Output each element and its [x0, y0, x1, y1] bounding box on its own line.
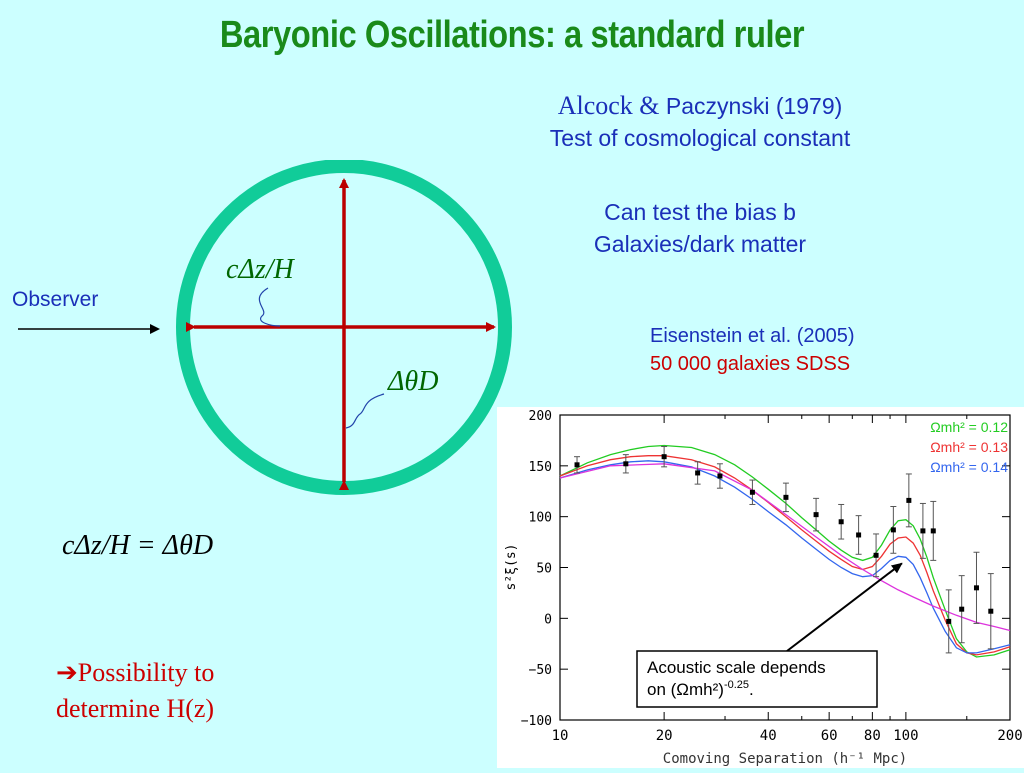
y-tick-label: 100: [529, 511, 552, 526]
conclusion-line1: Possibility to: [77, 658, 215, 687]
legend-entry: Ωmh² = 0.13: [930, 439, 1008, 455]
x-tick-label: 100: [893, 728, 918, 744]
y-tick-label: 0: [544, 612, 552, 627]
data-point: [959, 606, 965, 612]
x-tick-label: 20: [656, 728, 673, 744]
x-tick-label: 10: [552, 728, 569, 744]
data-point: [920, 528, 926, 534]
series-line: [559, 455, 1011, 656]
data-point: [695, 470, 701, 476]
x-axis-label: Comoving Separation (h⁻¹ Mpc): [663, 751, 907, 767]
y-tick-label: −100: [521, 714, 552, 729]
correlation-chart: 10 20 40 60 80 100 200 −100 −50 0 50 100 150 200 Ωmh²…: [504, 409, 1023, 767]
reference-eisenstein: Eisenstein et al. (2005) 50 000 galaxies…: [650, 322, 855, 378]
data-point: [946, 618, 952, 624]
y-tick-label: −50: [529, 663, 552, 678]
data-point: [749, 489, 755, 495]
x-tick-label: 200: [997, 728, 1022, 744]
series-line: [559, 463, 1011, 632]
data-point: [661, 454, 667, 460]
bias-note-line2: Galaxies/dark matter: [593, 231, 807, 257]
data-point: [973, 585, 979, 591]
data-point: [623, 461, 629, 467]
ref3-sample: 50 000 galaxies SDSS: [650, 353, 851, 375]
data-point: [988, 608, 994, 614]
data-point: [813, 512, 819, 518]
transverse-leader: [345, 393, 385, 429]
series-line: [559, 460, 1011, 654]
radial-leader: [258, 287, 281, 327]
page-title: Baryonic Oscillations: a standard ruler: [219, 14, 805, 56]
x-tick-label: 40: [760, 728, 777, 744]
annotation-arrow: [786, 562, 903, 652]
legend-entry: Ωmh² = 0.14: [930, 459, 1008, 475]
bias-note: Can test the bias b Galaxies/dark matter: [500, 196, 900, 260]
y-axis-label: s²ξ(s): [504, 544, 519, 591]
observer-label: Observer: [12, 288, 99, 311]
conclusion-line2: determine H(z): [56, 694, 215, 723]
data-point: [783, 494, 789, 500]
legend-entry: Ωmh² = 0.12: [930, 419, 1008, 435]
reference-alcock: Alcock & Paczynski (1979) Test of cosmol…: [500, 90, 900, 154]
x-tick-label: 80: [864, 728, 881, 744]
data-point: [856, 532, 862, 538]
correlation-chart-panel: 10 20 40 60 80 100 200 −100 −50 0 50 100 150 200 Ωmh²…: [497, 407, 1024, 768]
annotation-box: [636, 650, 878, 708]
conclusion: ➔Possibility to determine H(z): [56, 655, 214, 727]
data-point: [930, 528, 936, 534]
ref1-authors-a: Alcock &: [557, 91, 660, 120]
y-tick-label: 150: [529, 460, 552, 475]
series-line: [559, 444, 1011, 658]
y-tick-label: 200: [529, 409, 552, 424]
transverse-distance-label: ΔθD: [388, 366, 439, 397]
ref1-description: Test of cosmological constant: [549, 125, 851, 151]
data-point: [890, 527, 896, 533]
ruler-diagram: [18, 160, 512, 495]
ref1-authors-b: Paczynski (1979): [665, 93, 843, 119]
data-point: [717, 473, 723, 479]
data-point: [873, 552, 879, 558]
annotation-line2: on (Ωmh²)-0.25.: [647, 679, 754, 699]
ref3-authors: Eisenstein et al. (2005): [650, 325, 855, 347]
annotation-line1: Acoustic scale depends: [647, 658, 826, 677]
ruler-formula: cΔz/H = ΔθD: [62, 530, 214, 561]
data-point: [906, 497, 912, 503]
arrow-right-icon: ➔: [56, 658, 78, 687]
y-tick-label: 50: [536, 562, 552, 577]
data-point: [574, 462, 580, 468]
x-tick-label: 60: [821, 728, 838, 744]
bias-note-line1: Can test the bias b: [604, 199, 796, 225]
data-point: [838, 519, 844, 525]
radial-distance-label: cΔz/H: [226, 254, 294, 285]
